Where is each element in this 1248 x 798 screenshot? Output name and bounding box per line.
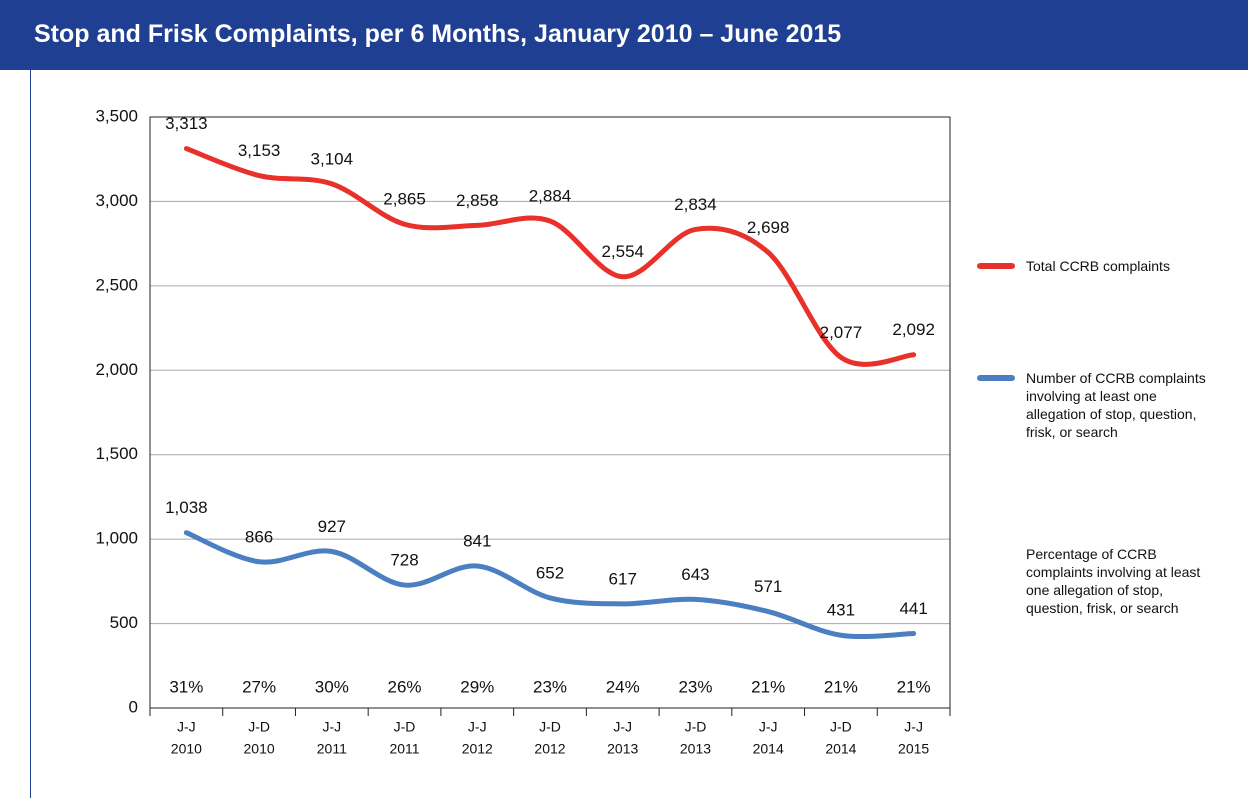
y-tick-label: 3,000 [95,191,138,210]
legend-label: Total CCRB complaints [1026,258,1170,274]
series-line [183,530,917,640]
x-tick-label: J-D [685,719,707,735]
percent-label: 24% [606,677,640,696]
x-tick-label: 2013 [680,741,711,757]
data-label: 2,858 [456,191,499,210]
chart-title: Stop and Frisk Complaints, per 6 Months,… [34,20,842,48]
data-label: 652 [536,563,564,582]
x-tick-label: 2012 [462,741,493,757]
data-label: 728 [390,551,418,570]
data-label: 927 [318,517,346,536]
x-tick-label: J-D [830,719,852,735]
percent-label: 27% [242,677,276,696]
legend-label: Percentage of CCRB complaints involving … [1026,546,1201,616]
x-tick-label: J-J [468,719,487,735]
percent-label: 23% [533,677,567,696]
y-tick-label: 3,500 [95,106,138,125]
data-label: 3,313 [165,114,208,133]
x-tick-label: 2012 [534,741,565,757]
x-tick-label: 2010 [244,741,275,757]
x-tick-label: J-J [177,719,196,735]
x-tick-label: J-D [248,719,270,735]
data-label: 3,153 [238,141,281,160]
data-label: 643 [681,565,709,584]
y-tick-label: 1,000 [95,529,138,548]
data-label: 617 [609,569,637,588]
x-tick-label: J-J [322,719,341,735]
y-tick-label: 500 [110,613,138,632]
percent-label: 31% [169,677,203,696]
data-label: 3,104 [311,149,354,168]
percent-label: 26% [388,677,422,696]
data-label: 571 [754,577,782,596]
data-label: 2,554 [601,242,644,261]
y-tick-label: 0 [129,697,138,716]
percent-label: 21% [897,677,931,696]
x-tick-label: 2014 [825,741,856,757]
header: Stop and Frisk Complaints, per 6 Months,… [0,0,1248,70]
data-label: 2,884 [529,187,572,206]
y-tick-label: 1,500 [95,444,138,463]
percent-label: 21% [751,677,785,696]
x-tick-label: 2013 [607,741,638,757]
border [30,70,31,798]
y-tick-label: 2,500 [95,275,138,294]
x-tick-label: 2010 [171,741,202,757]
x-tick-label: 2011 [389,741,419,757]
percent-label: 29% [460,677,494,696]
data-label: 1,038 [165,498,208,517]
data-label: 431 [827,601,855,620]
data-label: 866 [245,527,273,546]
data-label: 841 [463,531,491,550]
legend-label: Number of CCRB complaints involving at l… [1026,370,1206,440]
x-tick-label: J-J [613,719,632,735]
data-label: 2,865 [383,190,426,209]
plot-frame [149,116,951,709]
x-tick-label: 2014 [753,741,784,757]
x-tick-label: 2015 [898,741,929,757]
x-tick-label: J-D [394,719,416,735]
percent-label: 21% [824,677,858,696]
series-line [183,146,917,367]
x-tick-label: J-J [904,719,923,735]
data-label: 441 [899,599,927,618]
x-tick-label: J-D [539,719,561,735]
percent-label: 30% [315,677,349,696]
data-label: 2,834 [674,195,717,214]
percent-label: 23% [678,677,712,696]
data-label: 2,698 [747,218,790,237]
x-tick-label: 2011 [317,741,347,757]
x-tick-label: J-J [759,719,778,735]
y-tick-label: 2,000 [95,360,138,379]
data-label: 2,092 [892,320,935,339]
data-label: 2,077 [820,323,863,342]
